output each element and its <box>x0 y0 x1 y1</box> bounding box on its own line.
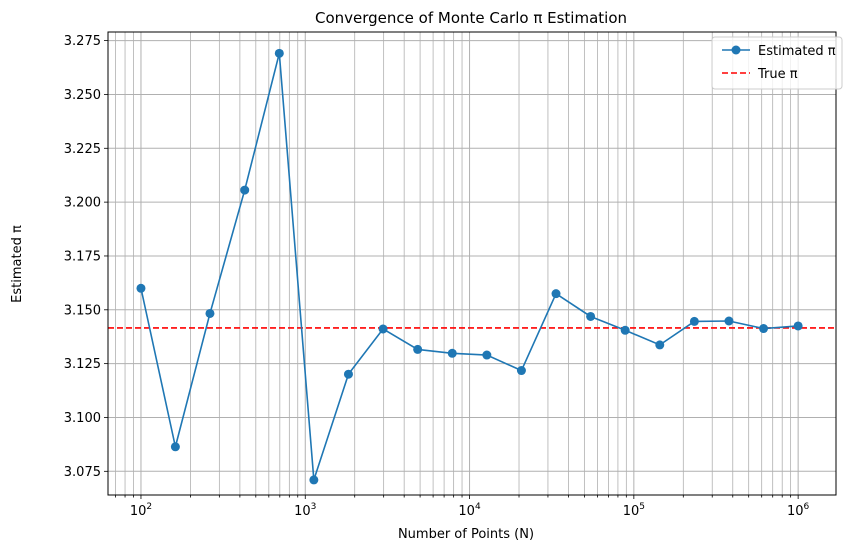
legend: Estimated π True π <box>711 36 843 90</box>
data-point <box>136 283 146 293</box>
chart-title: Convergence of Monte Carlo π Estimation <box>315 9 627 27</box>
data-point <box>759 324 769 334</box>
data-point <box>655 340 665 350</box>
x-tick-label: 104 <box>458 502 481 519</box>
x-tick-label: 102 <box>130 502 152 519</box>
data-point <box>205 308 215 318</box>
data-point <box>689 316 699 326</box>
estimated-pi-line <box>140 53 799 481</box>
y-tick-label: 3.150 <box>64 303 101 318</box>
data-point <box>240 185 250 195</box>
x-tick-label-exponent: 6 <box>804 502 810 512</box>
plot-area-frame <box>107 31 837 496</box>
y-tick-label: 3.075 <box>64 465 101 480</box>
x-tick-label: 103 <box>294 502 316 519</box>
data-point <box>620 325 630 335</box>
ticks-layer: 3.075 3.100 3.125 3.150 3.175 3.200 3.225 3.250… <box>64 34 810 519</box>
data-point <box>447 348 457 358</box>
data-point <box>586 311 596 321</box>
data-point <box>413 344 423 354</box>
data-point <box>516 366 526 376</box>
x-axis-label: Number of Points (N) <box>398 527 534 542</box>
y-tick-label: 3.125 <box>64 357 101 372</box>
y-tick-label: 3.200 <box>64 196 101 211</box>
data-point <box>170 442 180 452</box>
x-tick-label-base: 10 <box>294 504 311 519</box>
data-point <box>274 48 284 58</box>
series-layer <box>136 48 803 485</box>
data-point <box>724 316 734 326</box>
x-tick-label-exponent: 4 <box>475 502 481 512</box>
data-point <box>343 369 353 379</box>
y-tick-label: 3.275 <box>64 34 101 49</box>
x-tick-label-base: 10 <box>458 504 475 519</box>
x-tick-label-exponent: 2 <box>146 502 152 512</box>
y-tick-label: 3.225 <box>64 142 101 157</box>
y-tick-label: 3.250 <box>64 88 101 103</box>
y-axis-label: Estimated π <box>10 225 25 303</box>
legend-label-true-pi: True π <box>757 67 798 82</box>
x-tick-label: 105 <box>623 502 645 519</box>
x-tick-label-exponent: 5 <box>639 502 645 512</box>
x-tick-label-base: 10 <box>130 504 147 519</box>
x-tick-label-base: 10 <box>787 504 804 519</box>
legend-label-estimated: Estimated π <box>758 44 836 59</box>
x-tick-label-exponent: 3 <box>311 502 317 512</box>
y-tick-label: 3.175 <box>64 249 101 264</box>
data-point <box>482 350 492 360</box>
grid <box>108 32 836 495</box>
y-tick-label: 3.100 <box>64 411 101 426</box>
data-point <box>378 324 388 334</box>
data-point <box>793 321 803 331</box>
x-tick-label-base: 10 <box>623 504 640 519</box>
data-point <box>551 289 561 299</box>
legend-marker-estimated <box>731 45 741 55</box>
x-tick-label: 106 <box>787 502 810 519</box>
data-point <box>309 475 319 485</box>
